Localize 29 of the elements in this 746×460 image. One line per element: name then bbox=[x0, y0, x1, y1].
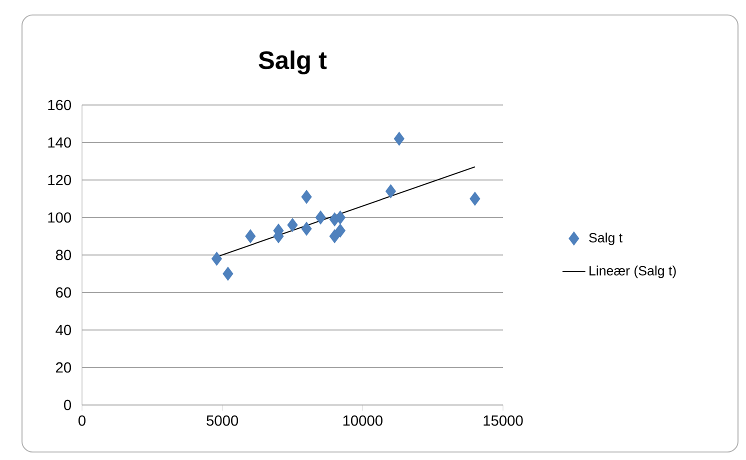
y-tick-label: 80 bbox=[56, 250, 72, 260]
y-tick-label: 0 bbox=[64, 400, 72, 410]
legend-label: Salg t bbox=[589, 232, 622, 246]
point bbox=[385, 184, 396, 198]
y-tick-label: 120 bbox=[48, 174, 72, 186]
x-tick-label: 10000 bbox=[343, 415, 382, 426]
y-tick-label: 60 bbox=[56, 287, 72, 298]
x-tick-label: 0 bbox=[78, 415, 86, 426]
x-tick-label: 5000 bbox=[206, 415, 238, 426]
point bbox=[470, 192, 480, 206]
x-tick-label: 15000 bbox=[484, 415, 523, 426]
point bbox=[245, 229, 256, 244]
legend-label: Lineær (Salg t) bbox=[590, 266, 676, 278]
point bbox=[329, 229, 340, 244]
y-tick-label: 140 bbox=[48, 137, 72, 148]
point bbox=[334, 210, 346, 224]
y-tick-label: 160 bbox=[48, 100, 72, 110]
point bbox=[334, 224, 346, 238]
point bbox=[287, 218, 298, 232]
y-tick-label: 100 bbox=[48, 212, 72, 223]
point bbox=[394, 132, 404, 146]
point bbox=[301, 190, 312, 204]
y-tick-label: 20 bbox=[56, 362, 72, 373]
point bbox=[301, 222, 312, 236]
point bbox=[222, 266, 234, 281]
point bbox=[211, 252, 222, 266]
point bbox=[315, 210, 326, 224]
chart-title: Salg t bbox=[258, 50, 327, 74]
y-tick-label: 40 bbox=[56, 324, 72, 336]
